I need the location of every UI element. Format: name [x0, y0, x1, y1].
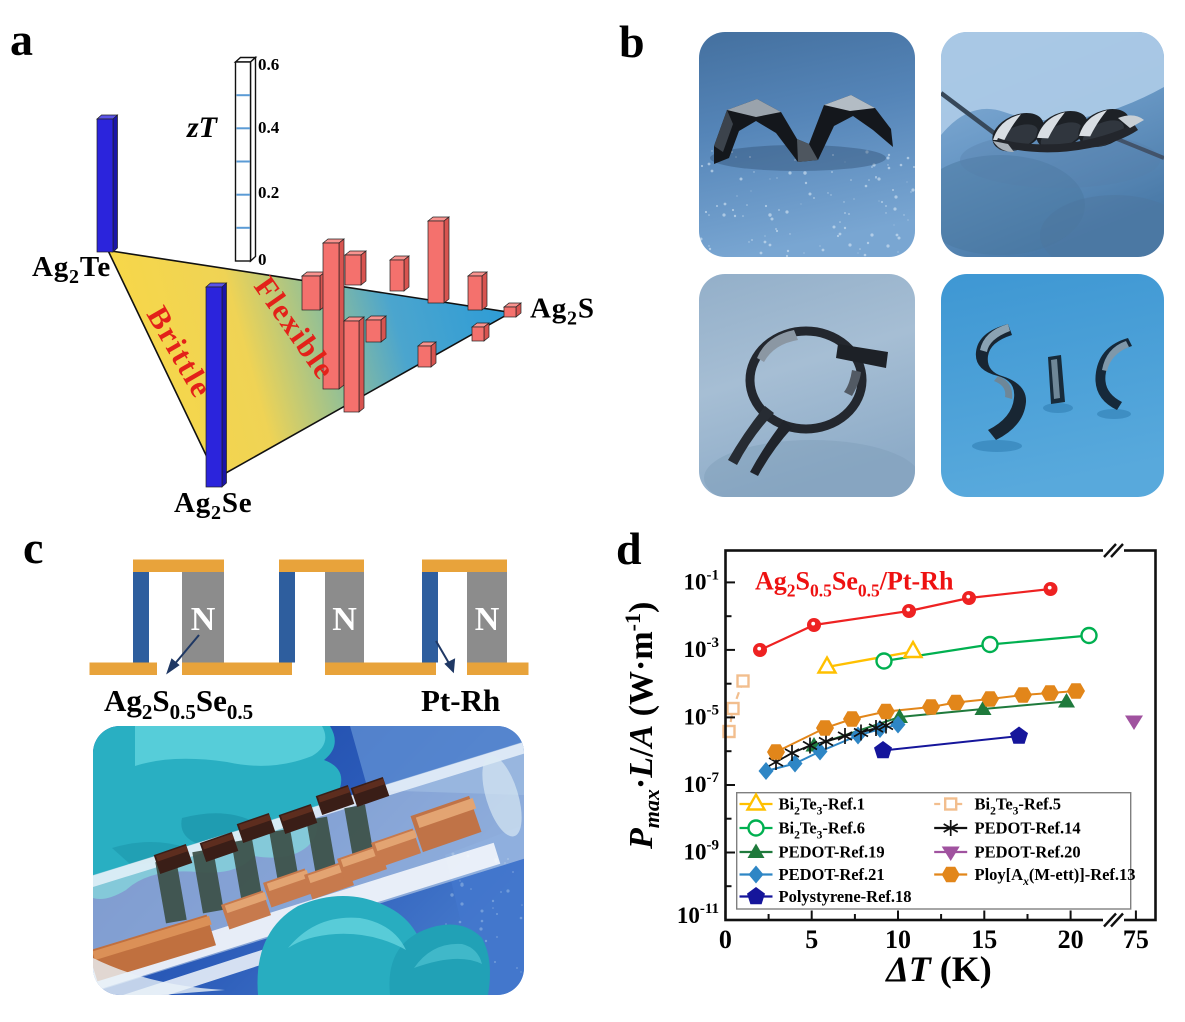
svg-text:0: 0 [258, 250, 267, 269]
svg-text:0.4: 0.4 [258, 118, 280, 137]
svg-text:Pt-Rh: Pt-Rh [421, 683, 500, 718]
svg-text:10-5: 10-5 [684, 702, 720, 729]
svg-text:10-7: 10-7 [684, 770, 720, 797]
svg-text:Pmax·L/A (W·m-1): Pmax·L/A (W·m-1) [620, 602, 664, 850]
svg-text:PEDOT-Ref.21: PEDOT-Ref.21 [779, 865, 885, 884]
svg-text:PEDOT-Ref.19: PEDOT-Ref.19 [779, 843, 885, 862]
svg-text:Ag2S0.5Se0.5: Ag2S0.5Se0.5 [104, 683, 253, 724]
svg-text:75: 75 [1123, 925, 1149, 954]
svg-text:10-3: 10-3 [684, 635, 720, 662]
svg-text:Ploy[Ax(M-ett)]-Ref.13: Ploy[Ax(M-ett)]-Ref.13 [975, 865, 1136, 888]
svg-text:Ag2Te: Ag2Te [32, 251, 111, 288]
svg-text:PEDOT-Ref.20: PEDOT-Ref.20 [975, 843, 1081, 862]
svg-text:5: 5 [805, 925, 818, 954]
svg-text:b: b [619, 16, 645, 67]
svg-text:0: 0 [719, 925, 732, 954]
svg-text:Bi2Te3-Ref.6: Bi2Te3-Ref.6 [779, 819, 866, 842]
svg-text:15: 15 [971, 925, 997, 954]
svg-text:N: N [332, 601, 357, 638]
svg-text:Bi2Te3-Ref.5: Bi2Te3-Ref.5 [975, 795, 1062, 818]
svg-text:PEDOT-Ref.14: PEDOT-Ref.14 [975, 819, 1081, 838]
svg-text:a: a [10, 14, 33, 65]
svg-text:0.6: 0.6 [258, 55, 279, 74]
svg-text:10-1: 10-1 [684, 567, 720, 594]
svg-text:20: 20 [1058, 925, 1084, 954]
svg-text:Ag2Se: Ag2Se [174, 487, 252, 524]
svg-text:ΔT (K): ΔT (K) [884, 949, 992, 989]
svg-text:10: 10 [885, 925, 911, 954]
svg-text:c: c [23, 522, 43, 573]
svg-text:Bi2Te3-Ref.1: Bi2Te3-Ref.1 [779, 795, 866, 818]
svg-text:N: N [475, 601, 500, 638]
svg-text:10-11: 10-11 [677, 901, 719, 928]
svg-text:Ag2S0.5Se0.5/Pt-Rh: Ag2S0.5Se0.5/Pt-Rh [755, 567, 954, 601]
svg-text:Ag2S: Ag2S [530, 293, 595, 330]
svg-text:zT: zT [186, 111, 219, 144]
svg-text:Polystyrene-Ref.18: Polystyrene-Ref.18 [779, 887, 912, 906]
svg-text:0.2: 0.2 [258, 183, 279, 202]
svg-text:d: d [616, 523, 642, 574]
svg-text:N: N [191, 601, 216, 638]
svg-text:10-9: 10-9 [684, 838, 720, 865]
